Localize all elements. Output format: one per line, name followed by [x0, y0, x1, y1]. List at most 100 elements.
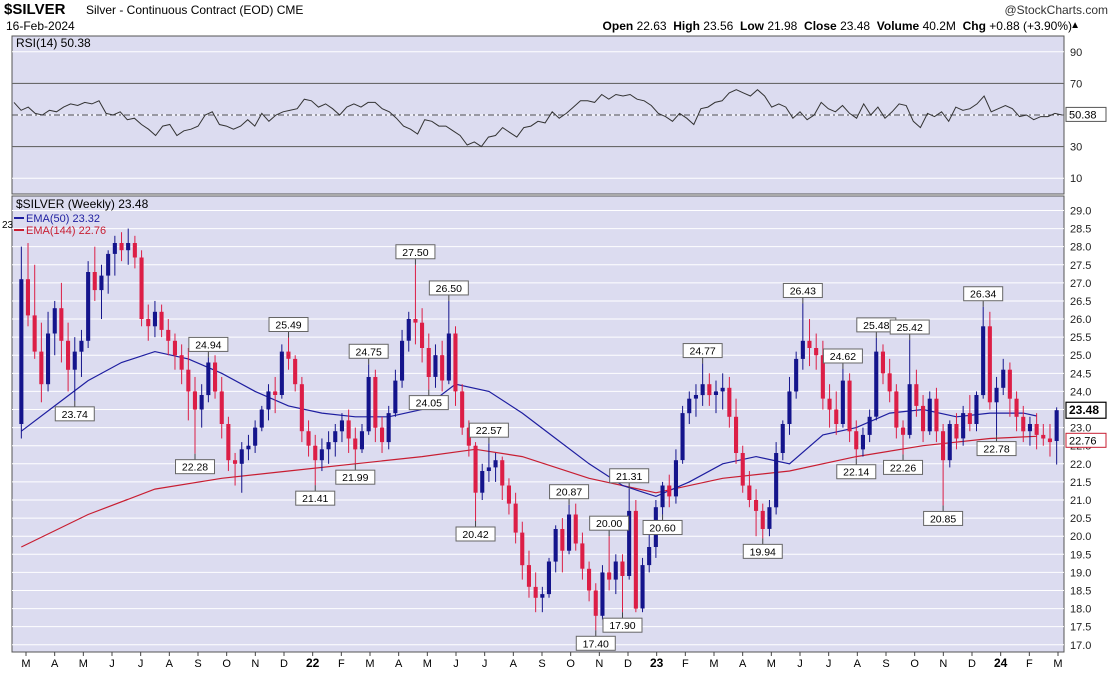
- annotation-box: [682, 343, 723, 359]
- annotation-label: 21.31: [616, 471, 642, 483]
- candle-body: [720, 387, 725, 392]
- price-tick-label: 25.0: [1070, 350, 1091, 362]
- candle-body: [279, 351, 284, 395]
- x-tick-label: A: [51, 658, 59, 670]
- candle-body: [413, 319, 418, 323]
- candle-body: [880, 351, 885, 374]
- candle-body: [727, 387, 732, 417]
- annotation-box: [335, 469, 376, 485]
- candle-body: [593, 590, 598, 616]
- annotation-box: [976, 441, 1017, 457]
- price-tick-label: 21.5: [1070, 477, 1091, 489]
- annotation-box: [609, 468, 650, 484]
- candle-body: [740, 453, 745, 486]
- candle-body: [620, 561, 625, 576]
- annotation-label: 21.99: [342, 472, 368, 484]
- ema144-legend-label: EMA(144) 22.76: [26, 225, 106, 237]
- rsi-tick-label: 30: [1070, 142, 1082, 154]
- candle-body: [734, 416, 739, 453]
- annotation-label: 21.41: [302, 493, 328, 505]
- candle-body: [426, 348, 431, 377]
- x-tick-label: O: [566, 658, 575, 670]
- candle-body: [46, 333, 51, 385]
- annotation-box: [188, 336, 229, 352]
- candle-body: [754, 500, 759, 511]
- candle-body: [473, 445, 478, 493]
- candle-body: [901, 427, 906, 435]
- annotation-box: [468, 422, 509, 438]
- candle-body: [179, 355, 184, 370]
- candle-body: [820, 355, 825, 399]
- candle-body: [273, 391, 278, 395]
- candle-body: [947, 424, 952, 461]
- candle-body: [500, 460, 505, 486]
- price-tick-label: 18.5: [1070, 585, 1091, 597]
- x-axis: M A M J J A S O N D 22 F M A M J J A S O N D 23 F M A M J J A S O N D 24 F M: [21, 652, 1063, 670]
- candle-body: [680, 413, 685, 461]
- candle-body: [440, 355, 445, 381]
- price-tick-label: 24.0: [1070, 386, 1091, 398]
- candle-body: [319, 449, 324, 461]
- candle-body: [713, 391, 718, 395]
- price-tick-label: 21.0: [1070, 495, 1091, 507]
- candle-body: [994, 387, 999, 403]
- candle-body: [1027, 424, 1032, 432]
- candle-body: [767, 507, 772, 529]
- watermark: @StockCharts.com: [1004, 3, 1108, 17]
- candle-body: [313, 445, 318, 461]
- x-tick-label: S: [194, 658, 201, 670]
- rsi-tick-label: 10: [1070, 173, 1082, 185]
- price-tick-label: 28.5: [1070, 224, 1091, 236]
- candle-body: [687, 398, 692, 414]
- price-tick-label: 17.0: [1070, 640, 1091, 652]
- candle-body: [814, 348, 819, 356]
- symbol-description: Silver - Continuous Contract (EOD) CME: [86, 3, 304, 17]
- x-tick-label: 24: [994, 656, 1008, 670]
- annotation-label: 25.49: [275, 320, 301, 332]
- candle-body: [286, 351, 291, 359]
- candle-body: [32, 315, 37, 352]
- candle-body: [406, 319, 411, 341]
- candle-body: [246, 445, 251, 450]
- candle-body: [453, 333, 458, 392]
- candle-body: [239, 449, 244, 464]
- chart-header: $SILVER Silver - Continuous Contract (EO…: [0, 0, 1116, 34]
- candle-body: [934, 398, 939, 432]
- candle-body: [520, 532, 525, 566]
- candle-body: [446, 333, 451, 381]
- candle-body: [52, 308, 57, 334]
- candle-body: [914, 384, 919, 406]
- candle-body: [346, 420, 351, 439]
- candle-body: [126, 243, 131, 251]
- x-tick-label: M: [1053, 658, 1062, 670]
- annotation-box: [923, 510, 964, 526]
- price-tick-label: 17.5: [1070, 622, 1091, 634]
- annotation-label: 24.75: [356, 346, 382, 358]
- x-tick-label: A: [166, 658, 174, 670]
- price-tick-label: 22.0: [1070, 459, 1091, 471]
- ema50-legend-label: EMA(50) 23.32: [26, 213, 100, 225]
- candle-body: [834, 409, 839, 424]
- ema50-line: [20, 350, 1037, 498]
- candle-body: [139, 257, 144, 319]
- candle-body: [967, 413, 972, 424]
- candle-body: [306, 431, 311, 446]
- annotation-box: [395, 244, 436, 260]
- annotation-label: 22.14: [843, 467, 869, 479]
- x-tick-label: J: [826, 658, 832, 670]
- candle-body: [99, 275, 104, 291]
- annotation-box: [782, 282, 823, 298]
- annotation-label: 23.74: [62, 409, 88, 421]
- candle-body: [92, 272, 97, 291]
- price-background: [11, 195, 1065, 653]
- candle-body: [393, 380, 398, 414]
- candle-body: [553, 529, 558, 562]
- candle-body: [353, 438, 358, 450]
- annotation-box: [589, 515, 630, 531]
- candle-body: [1014, 398, 1019, 417]
- annotation-label: 22.26: [890, 462, 916, 474]
- x-tick-label: J: [138, 658, 144, 670]
- annotation-label: 24.77: [690, 346, 716, 358]
- x-tick-label: A: [854, 658, 862, 670]
